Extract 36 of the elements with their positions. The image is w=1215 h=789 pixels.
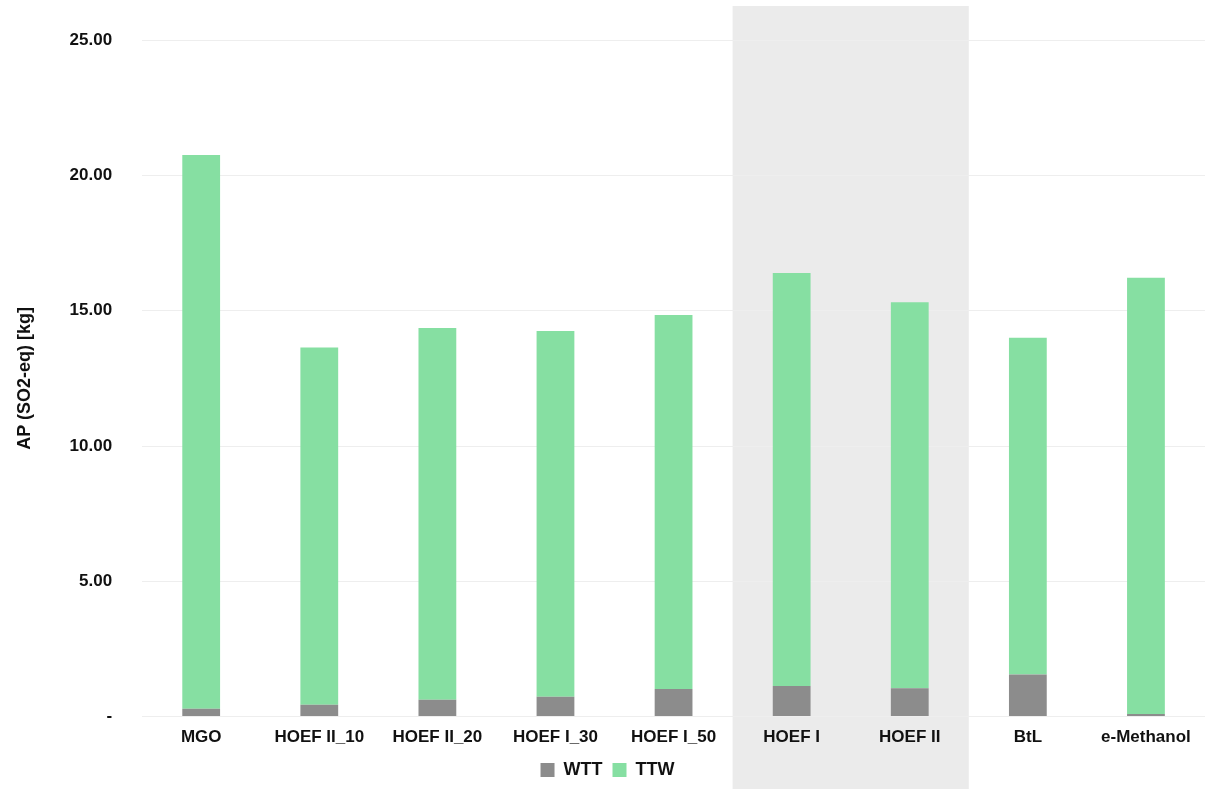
bar	[772, 686, 811, 717]
y-tick-label: 20.00	[69, 165, 113, 185]
bar	[1127, 713, 1165, 717]
bar	[654, 689, 693, 717]
bar	[1008, 674, 1047, 717]
bar	[418, 699, 457, 717]
x-tick-label: HOEF II_10	[274, 727, 365, 747]
bar	[182, 154, 221, 709]
legend-label: WTT	[563, 758, 603, 779]
bar	[1008, 337, 1047, 675]
x-tick-label: BtL	[1013, 727, 1043, 747]
x-tick-label: HOEF I	[763, 727, 820, 747]
y-tick-label: -	[106, 706, 113, 726]
bar	[536, 331, 575, 697]
x-tick-label: MGO	[180, 727, 222, 747]
bar	[772, 272, 811, 687]
bar	[300, 347, 339, 705]
x-tick-label: HOEF II_20	[392, 727, 483, 747]
bar	[1127, 277, 1165, 714]
y-tick-label: 10.00	[69, 435, 113, 455]
y-tick-label: 5.00	[79, 571, 113, 591]
x-tick-label: HOEF II	[879, 727, 941, 747]
bar	[654, 315, 693, 689]
y-axis-title: AP (SO2-eq) [kg]	[13, 307, 34, 450]
bar	[536, 696, 575, 717]
x-tick-label: HOEF I_50	[631, 727, 717, 747]
bar	[182, 708, 221, 717]
bar	[418, 328, 457, 700]
x-tick-label: e-Methanol	[1101, 727, 1191, 747]
bar	[300, 704, 339, 717]
y-tick-label: 25.00	[69, 29, 113, 49]
bar	[890, 688, 929, 717]
bar	[890, 302, 929, 689]
legend-label: TTW	[635, 758, 675, 779]
y-tick-label: 15.00	[69, 300, 113, 320]
x-tick-label: HOEF I_30	[512, 727, 598, 747]
